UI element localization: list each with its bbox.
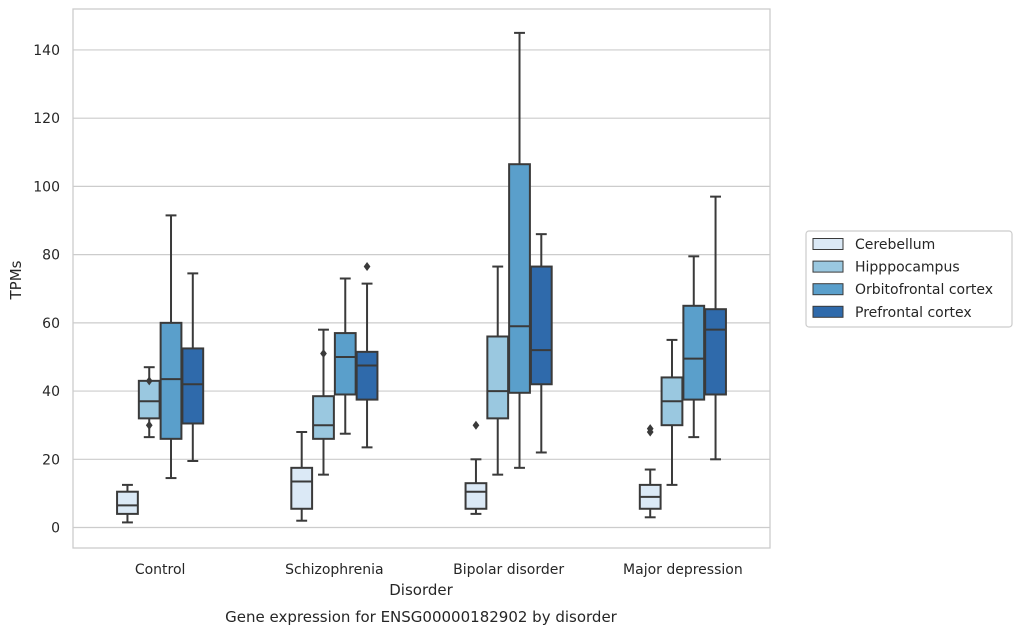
boxes [116,31,727,524]
legend-label: Prefrontal cortex [855,305,972,321]
iqr-box [486,335,510,420]
y-tick-label: 40 [42,384,60,400]
legend-swatch [812,305,844,318]
x-tick-labels: Control Schizophrenia Bipolar disorder Majo… [135,562,743,578]
chart-caption: Gene expression for ENSG00000182902 by d… [225,608,618,626]
box-3-3 [704,195,727,461]
box-1-2 [486,265,510,476]
y-tick-label: 0 [51,521,60,537]
box-3-0 [181,272,205,463]
iqr-box [290,466,314,510]
legend-label: Orbitofrontal cortex [855,282,993,298]
legend-label: Cerebellum [855,237,935,253]
legend: Cerebellum Hipppocampus Orbitofrontal cort… [805,230,1013,328]
box-0-0 [116,483,139,524]
legend-frame [805,230,1013,328]
legend-swatch [812,238,844,250]
iqr-box [116,490,139,515]
outlier-point [646,424,654,434]
y-axis-label: TPMs [7,260,25,300]
y-tick-label: 120 [33,111,60,127]
box-1-3 [660,338,684,486]
x-tick-label: Major depression [623,562,743,578]
y-tick-label: 20 [42,452,60,468]
legend-swatch [812,283,844,296]
iqr-box [529,265,553,386]
x-tick-label: Bipolar disorder [453,562,564,578]
y-tick-label: 60 [42,316,60,332]
outlier-point [145,420,153,430]
x-axis-label: Disorder [389,581,453,599]
outlier-point [145,376,153,386]
iqr-box [181,347,205,425]
y-tick-label: 80 [42,248,60,264]
outlier-point [363,262,371,272]
iqr-box [159,321,183,440]
outlier-point [472,420,480,430]
iqr-box [333,332,357,396]
legend-label: Hipppocampus [855,260,960,276]
x-tick-label: Control [135,562,186,578]
y-tick-label: 100 [33,179,60,195]
box-2-0 [159,214,183,480]
box-3-1 [355,262,379,449]
box-0-1 [290,431,314,522]
iqr-box [312,395,335,440]
iqr-box [508,163,531,394]
box-2-2 [508,31,531,469]
x-tick-label: Schizophrenia [285,562,383,578]
plot-frame [72,8,771,549]
box-0-3 [638,424,662,519]
legend-swatch [812,260,844,273]
outlier-point [320,349,327,359]
box-0-2 [464,420,488,515]
box-2-3 [682,255,706,439]
iqr-box [682,304,706,401]
box-1-0 [137,366,161,439]
iqr-box [704,308,727,396]
box-1-1 [312,328,335,476]
box-3-2 [529,233,553,454]
y-tick-labels: 0 20 40 60 80 100 120 140 [33,43,60,537]
grid-lines [73,49,770,529]
iqr-box [355,350,379,401]
y-tick-label: 140 [33,43,60,59]
iqr-box [464,482,488,510]
iqr-box [137,379,161,420]
box-2-1 [333,277,357,435]
